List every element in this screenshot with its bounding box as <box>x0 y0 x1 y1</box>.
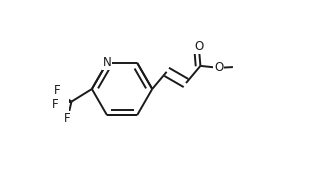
Text: F: F <box>64 112 71 125</box>
Text: F: F <box>53 84 60 97</box>
Text: O: O <box>214 61 223 74</box>
Text: F: F <box>52 98 58 111</box>
Text: N: N <box>103 56 111 69</box>
Text: O: O <box>194 40 204 53</box>
